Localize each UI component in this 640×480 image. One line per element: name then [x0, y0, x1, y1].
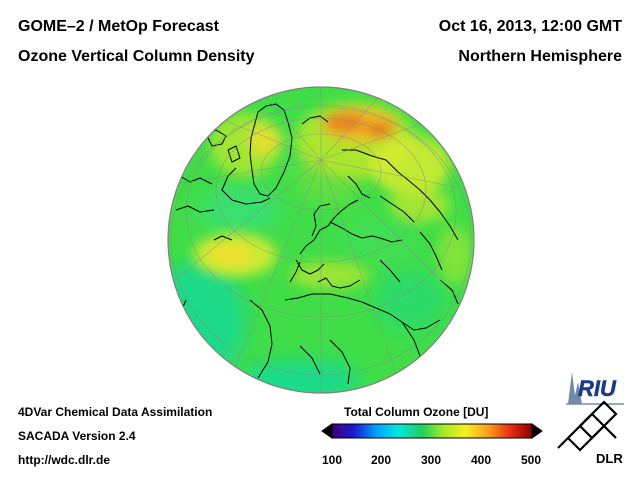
colorbar-tick: 500: [520, 453, 542, 467]
riu-logo-text: RIU: [578, 376, 617, 401]
version-label: SACADA Version 2.4: [18, 429, 136, 443]
method-label: 4DVar Chemical Data Assimilation: [18, 405, 213, 419]
colorbar-tick: 100: [321, 453, 343, 467]
source-url-link[interactable]: http://wdc.dlr.de: [18, 453, 110, 467]
datetime-label: Oct 16, 2013, 12:00 GMT: [438, 18, 622, 35]
graticule: [169, 87, 472, 393]
colorbar-high-arrow: [531, 423, 543, 439]
product-title: GOME–2 / MetOp Forecast: [18, 18, 219, 35]
riu-logo-mark: [566, 372, 624, 405]
variable-title: Ozone Vertical Column Density: [18, 48, 255, 65]
colorbar-tick: 400: [470, 453, 492, 467]
colorbar-title: Total Column Ozone [DU]: [344, 405, 489, 419]
region-label: Northern Hemisphere: [458, 48, 622, 65]
globe-outline: [167, 86, 475, 394]
dlr-logo-text: DLR: [596, 451, 623, 466]
colorbar-low-arrow: [321, 423, 333, 439]
dlr-logo-mark: [557, 400, 618, 452]
colorbar: [321, 423, 543, 439]
colorbar-tick: 300: [420, 453, 442, 467]
colorbar-tick: 200: [370, 453, 392, 467]
ozone-field: [168, 87, 474, 393]
colorbar-gradient: [331, 423, 533, 439]
